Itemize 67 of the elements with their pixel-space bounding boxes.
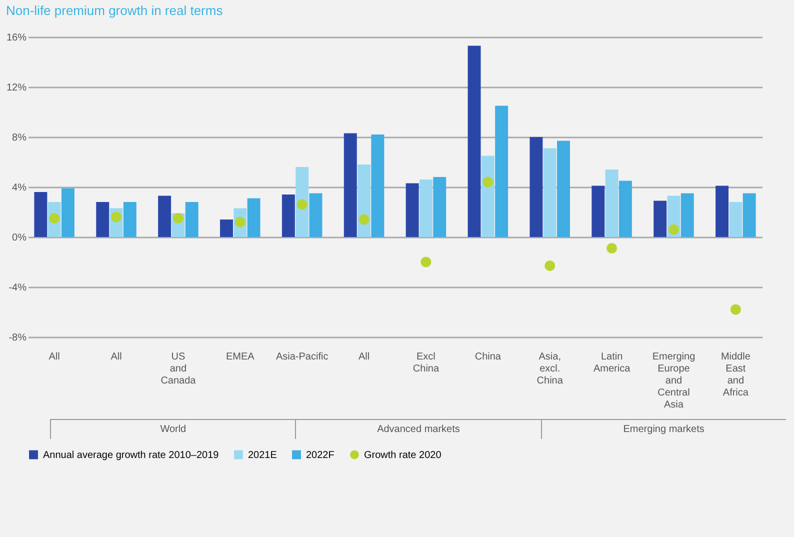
bar [680,193,694,237]
bar [34,192,48,237]
point [172,213,184,224]
bar [371,134,384,237]
bar [123,202,136,237]
y-tick-label: 12% [6,82,27,94]
bar [729,202,742,237]
bar [433,177,446,237]
point [296,199,308,210]
bar [530,137,543,237]
text: Advanced markets [295,420,541,439]
bar [495,106,508,237]
x-tick-label: All [358,352,370,362]
legend-label: 2022F [306,450,334,461]
point [358,214,370,225]
bar [419,180,432,237]
x-tick-label: China [474,352,502,362]
x-tick-label: US and Canada [160,352,196,386]
point [730,304,741,315]
x-tick-label: Excl China [412,352,440,374]
x-tick-label: Asia-Pacific [276,352,328,362]
bar [220,220,233,237]
y-tick-label: 16% [6,32,27,44]
bar [605,170,618,237]
legend-label: 2021E [248,450,278,461]
bar [654,200,667,237]
bar [61,188,74,237]
bar [344,133,357,237]
bar [557,140,570,237]
y-tick-label: 8% [12,132,27,144]
bar [296,167,309,237]
y-tick-label: -4% [8,282,27,294]
point [482,176,494,188]
bar [716,186,729,237]
point [544,260,556,271]
y-tick-label: 4% [12,182,27,194]
point [420,256,432,268]
bar [158,196,172,237]
x-tick-label: Emerging Europe and Central Asia [652,352,696,410]
text: Emerging markets [540,420,786,439]
x-tick-label: Latin America [593,352,631,374]
bar [247,198,260,237]
bar [543,148,556,237]
legend-label: Growth rate 2020 [364,450,442,461]
x-tick-label: EMEA [226,352,255,362]
point [606,243,618,254]
x-tick-label: All [110,352,122,362]
bar [481,156,494,237]
x-tick-label: All [48,352,60,362]
legend-label: Annual average growth rate 2010–2019 [43,450,220,461]
bar [309,193,322,237]
y-tick-label: 0% [12,232,27,244]
bar [742,193,756,237]
bar [96,202,110,237]
bar [406,183,419,237]
bar [592,186,605,237]
y-tick-label: -8% [8,332,27,344]
bar [468,46,481,237]
text: World [50,420,296,439]
x-tick-label: Middle East and Africa [720,352,751,398]
bar [282,194,295,237]
bar [358,164,371,237]
bar [185,202,198,237]
bar [618,180,632,237]
point [668,224,679,235]
x-tick-label: Asia, excl. China [536,352,564,386]
chart-title: Non-life premium growth in real terms [6,3,224,18]
